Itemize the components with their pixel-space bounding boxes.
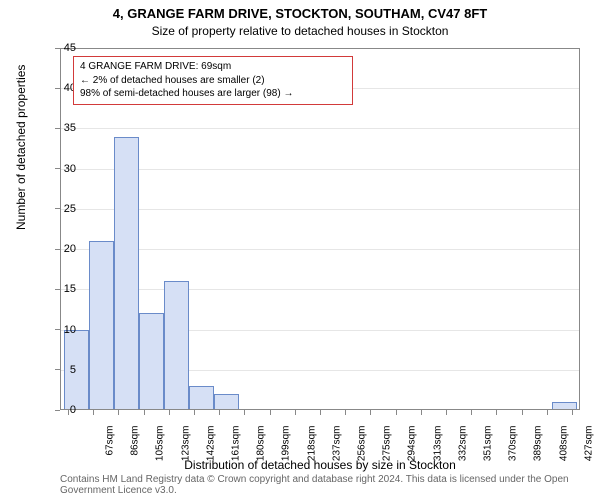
y-axis-label: Number of detached properties [14, 65, 28, 230]
x-tick-mark [244, 410, 245, 415]
y-tick-label: 40 [46, 82, 76, 94]
chart-container: 4, GRANGE FARM DRIVE, STOCKTON, SOUTHAM,… [0, 0, 600, 500]
y-tick-label: 15 [46, 283, 76, 295]
x-tick-mark [169, 410, 170, 415]
y-tick-label: 30 [46, 163, 76, 175]
y-tick-label: 10 [46, 324, 76, 336]
y-tick-label: 0 [46, 404, 76, 416]
x-tick-mark [295, 410, 296, 415]
x-tick-mark [471, 410, 472, 415]
y-tick-label: 5 [46, 364, 76, 376]
x-tick-mark [345, 410, 346, 415]
x-tick-mark [194, 410, 195, 415]
x-tick-mark [421, 410, 422, 415]
footer-text: Contains HM Land Registry data © Crown c… [60, 474, 600, 496]
x-tick-mark [270, 410, 271, 415]
x-tick-mark [219, 410, 220, 415]
y-tick-label: 20 [46, 243, 76, 255]
chart-title-main: 4, GRANGE FARM DRIVE, STOCKTON, SOUTHAM,… [0, 6, 600, 21]
x-tick-mark [144, 410, 145, 415]
x-tick-mark [547, 410, 548, 415]
x-axis-label: Distribution of detached houses by size … [60, 458, 580, 472]
legend-box: 4 GRANGE FARM DRIVE: 69sqm ← 2% of detac… [73, 56, 353, 105]
x-tick-mark [446, 410, 447, 415]
legend-line-2: ← 2% of detached houses are smaller (2) [80, 74, 346, 88]
x-tick-mark [572, 410, 573, 415]
y-tick-label: 35 [46, 122, 76, 134]
x-tick-mark [320, 410, 321, 415]
y-tick-label: 25 [46, 203, 76, 215]
x-tick-mark [93, 410, 94, 415]
legend-line-3: 98% of semi-detached houses are larger (… [80, 87, 346, 101]
legend-line-1: 4 GRANGE FARM DRIVE: 69sqm [80, 60, 346, 74]
x-tick-mark [522, 410, 523, 415]
x-tick-mark [496, 410, 497, 415]
chart-title-sub: Size of property relative to detached ho… [0, 24, 600, 38]
x-tick-mark [396, 410, 397, 415]
x-tick-mark [370, 410, 371, 415]
x-tick-label: 427sqm [583, 426, 594, 470]
y-tick-label: 45 [46, 42, 76, 54]
x-tick-mark [118, 410, 119, 415]
